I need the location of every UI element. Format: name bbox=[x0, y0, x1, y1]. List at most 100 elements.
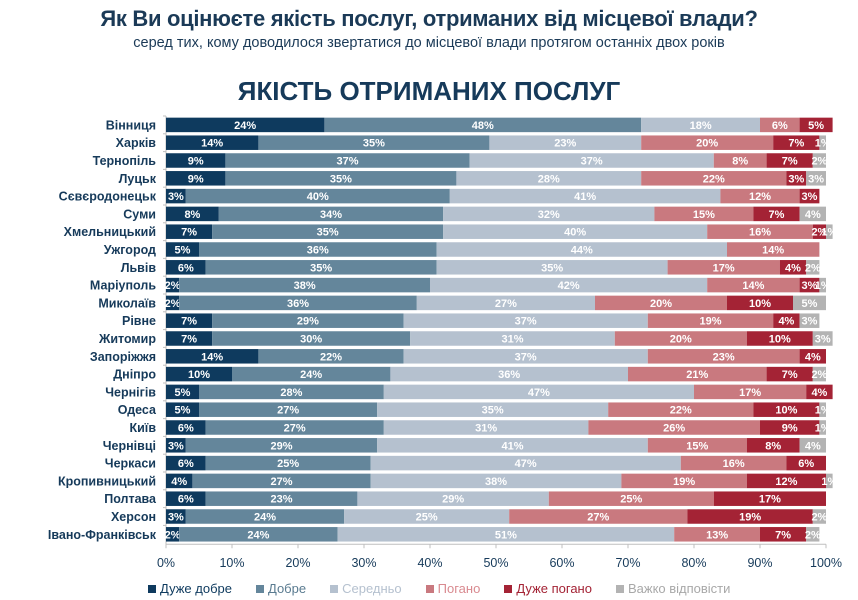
bar-segment bbox=[166, 509, 186, 524]
category-label: Запоріжжя bbox=[90, 350, 156, 364]
bar-segment bbox=[166, 277, 180, 293]
data-label: 29% bbox=[442, 494, 464, 506]
x-tick-label: 30% bbox=[351, 556, 376, 570]
legend-swatch bbox=[256, 584, 264, 593]
bar-segment bbox=[166, 402, 199, 417]
category-label: Харків bbox=[116, 136, 157, 150]
data-label: 32% bbox=[538, 209, 560, 221]
bar-segment bbox=[819, 135, 826, 150]
data-label: 23% bbox=[270, 494, 292, 506]
bar-segment bbox=[760, 117, 800, 133]
bar-segment bbox=[205, 260, 437, 275]
bar-segment bbox=[608, 402, 754, 417]
data-label: 14% bbox=[762, 245, 784, 257]
category-label: Житомир bbox=[98, 332, 156, 346]
data-label: 35% bbox=[541, 262, 563, 274]
bar-segment bbox=[641, 117, 760, 133]
bar-segment bbox=[258, 135, 490, 150]
bar-segment bbox=[166, 473, 193, 489]
category-label: Дніпро bbox=[113, 368, 156, 382]
bar-segment bbox=[746, 438, 800, 453]
data-label: 30% bbox=[300, 334, 322, 346]
chart-legend: Дуже добре Добре Середньо Погано Дуже погано… bbox=[148, 581, 730, 596]
data-label: 25% bbox=[277, 458, 299, 470]
bar-segment bbox=[799, 188, 820, 204]
bar-segment bbox=[727, 242, 820, 257]
data-label: 24% bbox=[254, 512, 276, 524]
bar-segment bbox=[324, 117, 642, 133]
data-label: 2% bbox=[811, 227, 827, 239]
bar-segment bbox=[760, 420, 820, 435]
bar-segment bbox=[680, 455, 787, 471]
legend-label: Середньо bbox=[342, 581, 402, 596]
bar-segment bbox=[713, 491, 826, 506]
bar-segment bbox=[370, 455, 681, 471]
bar-segment bbox=[383, 384, 694, 400]
data-label: 36% bbox=[498, 369, 520, 381]
bar-segment bbox=[456, 171, 642, 186]
bar-segment bbox=[344, 509, 510, 524]
bar-segment bbox=[614, 331, 747, 346]
bar-segment bbox=[166, 117, 325, 133]
x-tick-label: 70% bbox=[615, 556, 640, 570]
bar-segment bbox=[403, 313, 648, 328]
bar-segment bbox=[647, 313, 774, 328]
data-label: 17% bbox=[713, 262, 735, 274]
data-label: 6% bbox=[178, 423, 194, 435]
data-label: 42% bbox=[558, 280, 580, 292]
data-label: 6% bbox=[772, 120, 788, 132]
data-label: 3% bbox=[802, 316, 818, 328]
data-label: 37% bbox=[336, 156, 358, 168]
bar-segment bbox=[799, 438, 826, 453]
bar-segment bbox=[357, 491, 549, 506]
bar-segment bbox=[199, 242, 437, 257]
bar-segment bbox=[443, 224, 708, 239]
data-label: 37% bbox=[515, 351, 537, 363]
data-label: 6% bbox=[178, 458, 194, 470]
bar-segment bbox=[647, 438, 747, 453]
data-label: 17% bbox=[739, 387, 761, 399]
data-label: 47% bbox=[515, 458, 537, 470]
data-label: 4% bbox=[805, 351, 821, 363]
data-label: 27% bbox=[277, 405, 299, 417]
data-label: 22% bbox=[320, 351, 342, 363]
bar-segment bbox=[806, 527, 820, 542]
bar-segment bbox=[225, 171, 457, 186]
bar-segment bbox=[641, 135, 774, 150]
bar-segment bbox=[786, 455, 826, 471]
data-label: 13% bbox=[706, 529, 728, 541]
data-label: 1% bbox=[815, 138, 831, 150]
data-label: 24% bbox=[300, 369, 322, 381]
data-label: 5% bbox=[175, 405, 191, 417]
x-tick-label: 50% bbox=[483, 556, 508, 570]
data-label: 2% bbox=[165, 280, 181, 292]
bar-segment bbox=[192, 473, 371, 489]
data-label: 27% bbox=[495, 298, 517, 310]
bar-segment bbox=[185, 438, 378, 453]
bar-segment bbox=[166, 224, 213, 239]
bar-segment bbox=[205, 455, 371, 471]
bar-segment bbox=[773, 313, 800, 328]
data-label: 35% bbox=[310, 262, 332, 274]
x-tick-label: 60% bbox=[549, 556, 574, 570]
data-label: 1% bbox=[815, 405, 831, 417]
data-label: 23% bbox=[713, 351, 735, 363]
data-label: 31% bbox=[501, 334, 523, 346]
data-label: 25% bbox=[416, 512, 438, 524]
bar-segment bbox=[166, 527, 180, 542]
bar-segment bbox=[469, 153, 714, 168]
category-label: Херсон bbox=[111, 510, 156, 524]
bar-segment bbox=[720, 188, 800, 204]
bar-segment bbox=[819, 402, 826, 417]
bar-segment bbox=[826, 473, 833, 489]
bar-segment bbox=[166, 171, 226, 186]
bar-segment bbox=[377, 402, 609, 417]
data-label: 22% bbox=[703, 173, 725, 185]
x-tick-label: 20% bbox=[285, 556, 310, 570]
data-label: 8% bbox=[765, 440, 781, 452]
bar-segment bbox=[812, 224, 826, 239]
legend-swatch bbox=[148, 584, 156, 593]
data-label: 10% bbox=[775, 405, 797, 417]
bar-segment bbox=[390, 366, 628, 382]
